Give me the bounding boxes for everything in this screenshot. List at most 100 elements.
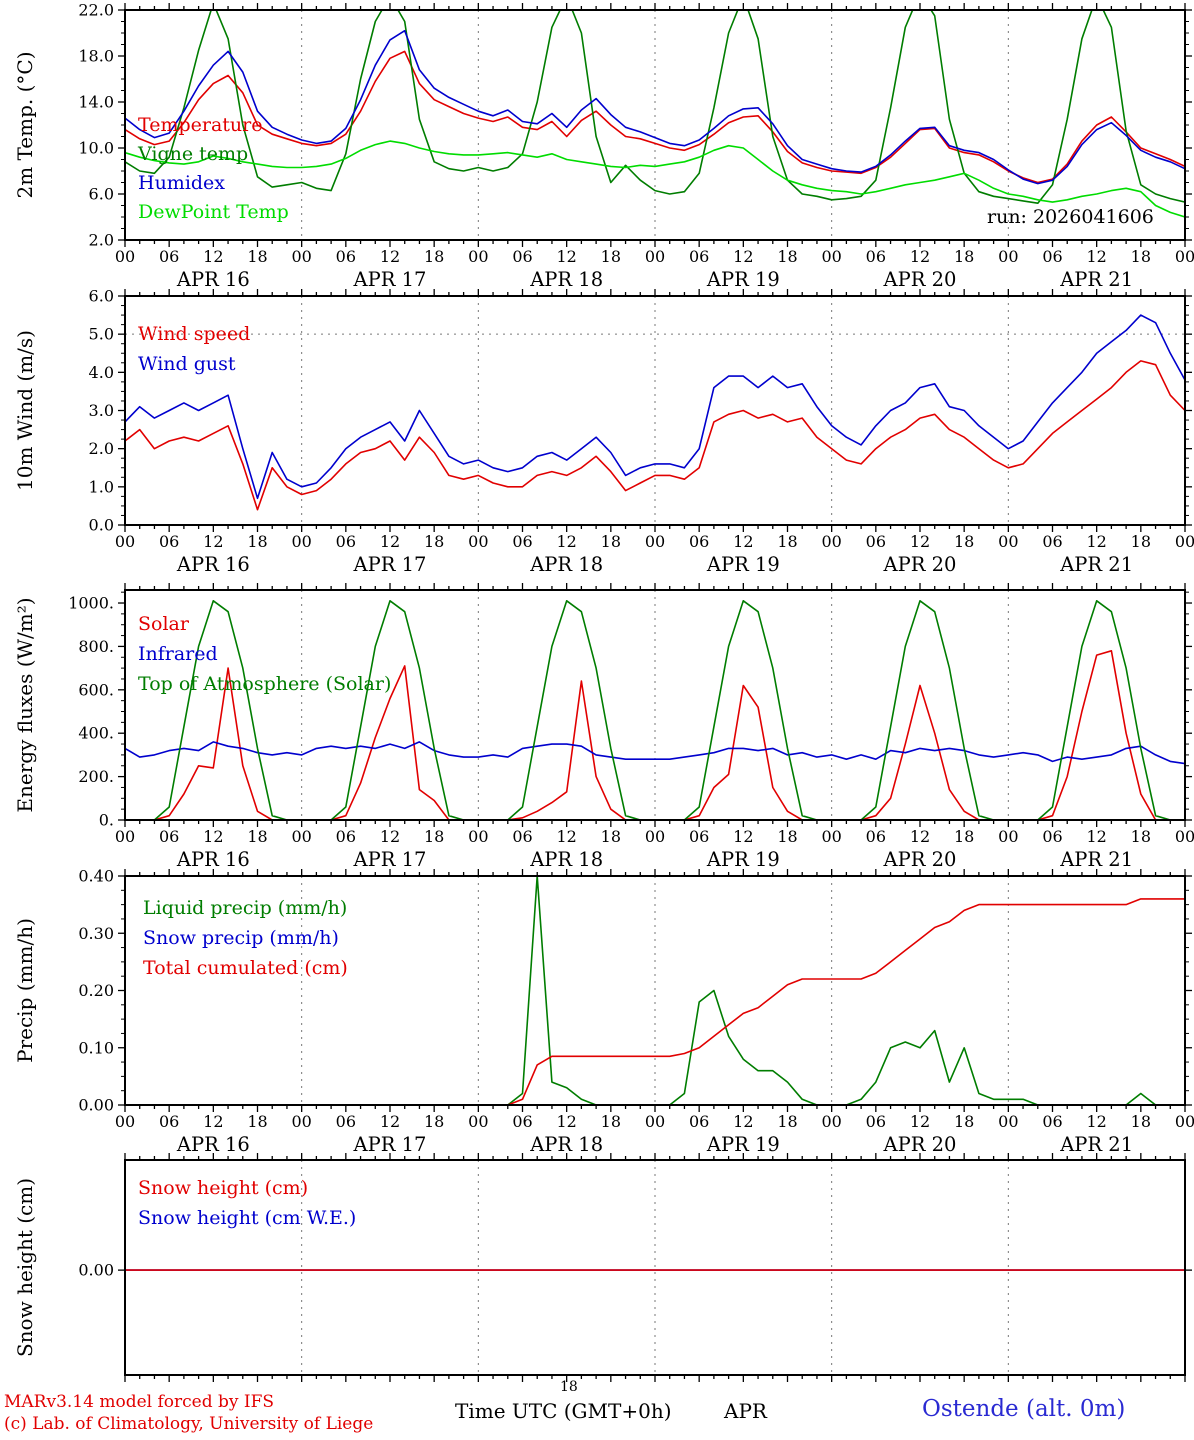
svg-text:APR 16: APR 16 — [176, 848, 250, 871]
series-vigne-temp — [125, 10, 1185, 204]
series-wind-speed — [125, 360, 1185, 511]
svg-text:12: 12 — [380, 827, 400, 846]
svg-text:12: 12 — [203, 1112, 223, 1131]
svg-text:2.0: 2.0 — [89, 231, 114, 250]
svg-text:0.20: 0.20 — [78, 981, 114, 1000]
svg-text:12: 12 — [733, 827, 753, 846]
svg-text:12: 12 — [380, 1112, 400, 1131]
svg-text:2.0: 2.0 — [89, 439, 114, 458]
footer-axis-note: 18 — [560, 1379, 578, 1395]
series-temperature — [125, 50, 1185, 184]
svg-text:0.00: 0.00 — [78, 1261, 114, 1280]
svg-text:00: 00 — [645, 532, 665, 551]
svg-text:APR 21: APR 21 — [1059, 553, 1133, 576]
svg-text:800.: 800. — [78, 637, 114, 656]
svg-text:APR 16: APR 16 — [176, 1133, 250, 1156]
svg-text:18: 18 — [954, 247, 974, 266]
svg-text:06: 06 — [689, 1112, 709, 1131]
svg-text:18: 18 — [1131, 247, 1151, 266]
svg-text:APR 16: APR 16 — [176, 553, 250, 576]
svg-text:00: 00 — [291, 247, 311, 266]
footer-station-label: Ostende (alt. 0m) — [922, 1396, 1126, 1422]
svg-text:06: 06 — [159, 532, 179, 551]
svg-text:06: 06 — [512, 1112, 532, 1131]
svg-text:18: 18 — [601, 1112, 621, 1131]
svg-text:12: 12 — [556, 1112, 576, 1131]
svg-text:APR 21: APR 21 — [1059, 268, 1133, 291]
series-liquid-precip — [125, 876, 1185, 1105]
y-axis-title-wind10m: 10m Wind (m/s) — [13, 330, 37, 491]
svg-text:06: 06 — [512, 532, 532, 551]
svg-text:12: 12 — [733, 532, 753, 551]
svg-text:12: 12 — [203, 532, 223, 551]
svg-text:3.0: 3.0 — [89, 401, 114, 420]
svg-text:0.: 0. — [99, 811, 114, 830]
y-axis-title-snow: Snow height (cm) — [13, 1178, 37, 1357]
svg-text:12: 12 — [910, 1112, 930, 1131]
panel-temp2m: 2.0 6.0 10.0 14.0 18.0 22.0 00 06 12 18 00 06 12 18 00… — [13, 1, 1194, 292]
svg-text:18: 18 — [1131, 827, 1151, 846]
svg-text:APR 19: APR 19 — [706, 1133, 780, 1156]
panel-energy: 0. 200. 400. 600. 800. 1000. 00 06 12 18 00 06 12 18 0… — [13, 583, 1194, 871]
legend-infrared: Infrared — [138, 643, 218, 665]
svg-text:APR 19: APR 19 — [706, 848, 780, 871]
svg-text:600.: 600. — [78, 680, 114, 699]
svg-text:00: 00 — [1175, 827, 1194, 846]
svg-text:APR 20: APR 20 — [883, 848, 957, 871]
svg-text:06: 06 — [336, 532, 356, 551]
svg-text:0.00: 0.00 — [78, 1096, 114, 1115]
svg-text:12: 12 — [380, 247, 400, 266]
footer-x-axis-label: Time UTC (GMT+0h) — [455, 1399, 672, 1423]
legend-solar: Solar — [138, 613, 189, 635]
svg-text:00: 00 — [645, 827, 665, 846]
svg-text:18: 18 — [777, 247, 797, 266]
svg-text:18: 18 — [777, 827, 797, 846]
svg-text:06: 06 — [866, 247, 886, 266]
svg-text:0.30: 0.30 — [78, 924, 114, 943]
svg-text:12: 12 — [556, 532, 576, 551]
svg-text:12: 12 — [380, 532, 400, 551]
legend-snow-height: Snow height (cm) — [138, 1177, 309, 1199]
series-dewpoint — [125, 140, 1185, 218]
legend-total-cumulated: Total cumulated (cm) — [143, 957, 348, 979]
svg-text:18: 18 — [601, 247, 621, 266]
svg-text:18: 18 — [1131, 1112, 1151, 1131]
svg-text:APR 19: APR 19 — [706, 268, 780, 291]
panel-precip: 0.00 0.10 0.20 0.30 0.40 00 06 12 18 00 06 12 18 00 06… — [13, 867, 1194, 1157]
legend-liquid-precip: Liquid precip (mm/h) — [143, 897, 348, 919]
svg-text:06: 06 — [512, 247, 532, 266]
svg-text:18: 18 — [777, 532, 797, 551]
legend-toa-solar: Top of Atmosphere (Solar) — [138, 673, 392, 695]
legend-humidex: Humidex — [138, 172, 226, 194]
svg-text:06: 06 — [336, 247, 356, 266]
svg-text:1.0: 1.0 — [89, 477, 114, 496]
svg-text:00: 00 — [645, 1112, 665, 1131]
svg-text:00: 00 — [821, 532, 841, 551]
svg-text:18.0: 18.0 — [78, 47, 114, 66]
legend-wind-gust: Wind gust — [138, 353, 236, 375]
y-axis-title-energy: Energy fluxes (W/m²) — [13, 597, 37, 812]
svg-text:18: 18 — [601, 827, 621, 846]
y-axis-title-temp2m: 2m Temp. (°C) — [13, 51, 37, 198]
svg-text:00: 00 — [115, 1112, 135, 1131]
svg-text:12: 12 — [1086, 827, 1106, 846]
svg-text:06: 06 — [159, 827, 179, 846]
svg-text:00: 00 — [1175, 532, 1194, 551]
legend-snow-precip: Snow precip (mm/h) — [143, 927, 339, 949]
svg-text:18: 18 — [601, 532, 621, 551]
svg-text:APR 20: APR 20 — [883, 1133, 957, 1156]
svg-text:00: 00 — [821, 247, 841, 266]
svg-text:APR 18: APR 18 — [529, 1133, 603, 1156]
svg-text:6.0: 6.0 — [89, 287, 114, 306]
svg-text:400.: 400. — [78, 724, 114, 743]
svg-text:APR 20: APR 20 — [883, 553, 957, 576]
svg-text:06: 06 — [1042, 1112, 1062, 1131]
svg-text:22.0: 22.0 — [78, 1, 114, 20]
svg-text:10.0: 10.0 — [78, 139, 114, 158]
svg-text:06: 06 — [866, 827, 886, 846]
panel-frame — [124, 589, 1186, 821]
svg-text:18: 18 — [424, 1112, 444, 1131]
svg-text:00: 00 — [468, 532, 488, 551]
svg-text:12: 12 — [1086, 1112, 1106, 1131]
